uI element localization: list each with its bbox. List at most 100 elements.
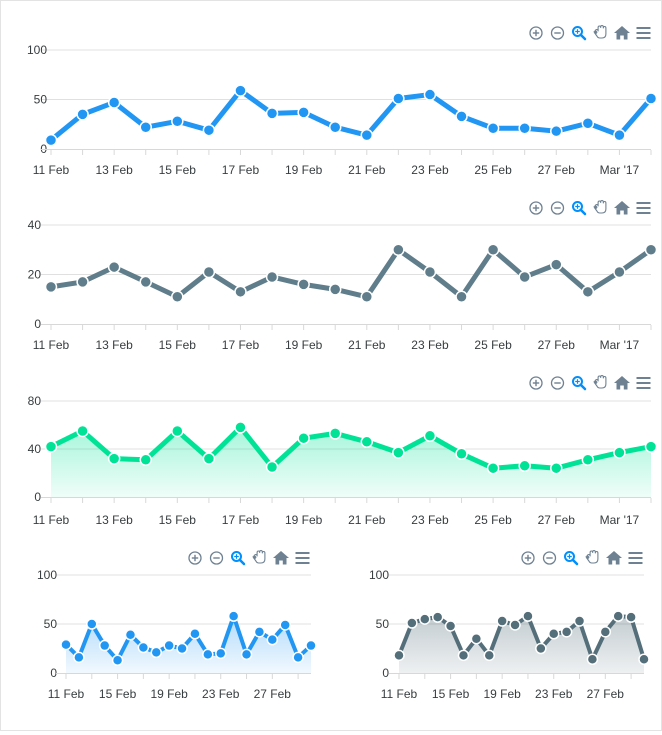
data-point[interactable] bbox=[573, 615, 586, 627]
data-point[interactable] bbox=[581, 453, 595, 467]
data-point[interactable] bbox=[455, 447, 468, 461]
data-point[interactable] bbox=[60, 638, 72, 651]
data-point[interactable] bbox=[202, 265, 216, 279]
home-reset-icon[interactable] bbox=[614, 201, 630, 215]
data-point[interactable] bbox=[305, 639, 317, 652]
data-point[interactable] bbox=[423, 88, 437, 101]
data-point[interactable] bbox=[202, 648, 214, 661]
data-point[interactable] bbox=[644, 92, 658, 105]
data-point[interactable] bbox=[486, 121, 500, 135]
data-point[interactable] bbox=[547, 628, 560, 640]
zoom-out-icon[interactable] bbox=[550, 201, 565, 215]
home-reset-icon[interactable] bbox=[614, 376, 630, 390]
data-point[interactable] bbox=[297, 106, 310, 119]
data-point[interactable] bbox=[328, 283, 342, 296]
data-point[interactable] bbox=[189, 628, 201, 640]
data-point[interactable] bbox=[171, 115, 184, 128]
data-point[interactable] bbox=[111, 654, 124, 667]
data-point[interactable] bbox=[360, 290, 374, 304]
data-point[interactable] bbox=[581, 285, 595, 299]
home-reset-icon[interactable] bbox=[614, 26, 630, 40]
data-point[interactable] bbox=[266, 633, 279, 646]
zoom-in-icon[interactable] bbox=[188, 551, 202, 565]
data-point[interactable] bbox=[550, 461, 563, 475]
data-point[interactable] bbox=[107, 452, 121, 465]
zoom-out-icon[interactable] bbox=[550, 26, 565, 40]
data-point[interactable] bbox=[423, 265, 437, 279]
data-point[interactable] bbox=[76, 275, 89, 289]
data-point[interactable] bbox=[328, 427, 342, 440]
data-point[interactable] bbox=[107, 260, 121, 274]
menu-icon[interactable] bbox=[636, 377, 651, 389]
data-point[interactable] bbox=[392, 243, 405, 256]
data-point[interactable] bbox=[560, 626, 573, 638]
data-point[interactable] bbox=[137, 641, 150, 654]
data-point[interactable] bbox=[518, 270, 531, 284]
data-point[interactable] bbox=[457, 649, 470, 662]
pan-hand-icon[interactable] bbox=[593, 199, 607, 214]
data-point[interactable] bbox=[393, 649, 405, 662]
data-point[interactable] bbox=[535, 642, 547, 655]
data-point[interactable] bbox=[431, 611, 444, 623]
data-point[interactable] bbox=[550, 124, 563, 138]
data-point[interactable] bbox=[240, 648, 253, 661]
data-point[interactable] bbox=[176, 642, 188, 655]
data-point[interactable] bbox=[292, 651, 304, 664]
data-point[interactable] bbox=[234, 421, 247, 434]
data-point[interactable] bbox=[214, 647, 227, 660]
data-point[interactable] bbox=[613, 446, 626, 459]
data-point[interactable] bbox=[44, 280, 58, 294]
pan-hand-icon[interactable] bbox=[593, 374, 607, 389]
data-point[interactable] bbox=[98, 639, 111, 652]
zoom-in-icon[interactable] bbox=[529, 376, 543, 390]
data-point[interactable] bbox=[518, 121, 531, 135]
data-point[interactable] bbox=[522, 610, 534, 622]
data-point[interactable] bbox=[44, 133, 58, 147]
data-point[interactable] bbox=[419, 613, 431, 625]
data-point[interactable] bbox=[360, 128, 374, 142]
data-point[interactable] bbox=[455, 110, 468, 123]
pan-hand-icon[interactable] bbox=[585, 549, 599, 564]
data-point[interactable] bbox=[328, 120, 342, 134]
data-point[interactable] bbox=[444, 620, 457, 632]
data-point[interactable] bbox=[644, 243, 658, 256]
zoom-out-icon[interactable] bbox=[542, 551, 557, 565]
data-point[interactable] bbox=[76, 424, 89, 438]
data-point[interactable] bbox=[644, 440, 658, 453]
data-point[interactable] bbox=[76, 108, 89, 121]
data-point[interactable] bbox=[265, 270, 279, 284]
data-point[interactable] bbox=[581, 117, 595, 130]
data-point[interactable] bbox=[612, 610, 624, 622]
zoom-in-icon[interactable] bbox=[529, 26, 543, 40]
data-point[interactable] bbox=[509, 619, 521, 631]
data-point[interactable] bbox=[234, 84, 247, 97]
data-point[interactable] bbox=[202, 452, 216, 465]
data-point[interactable] bbox=[518, 459, 531, 473]
data-point[interactable] bbox=[496, 615, 508, 627]
data-point[interactable] bbox=[279, 619, 291, 631]
data-point[interactable] bbox=[613, 128, 626, 142]
data-point[interactable] bbox=[613, 265, 626, 279]
data-point[interactable] bbox=[455, 290, 468, 304]
home-reset-icon[interactable] bbox=[606, 551, 622, 565]
data-point[interactable] bbox=[234, 285, 247, 299]
zoom-selection-icon[interactable] bbox=[572, 26, 587, 41]
data-point[interactable] bbox=[202, 123, 216, 137]
data-point[interactable] bbox=[150, 646, 163, 659]
data-point[interactable] bbox=[586, 653, 599, 666]
data-point[interactable] bbox=[139, 453, 152, 467]
data-point[interactable] bbox=[44, 440, 58, 453]
data-point[interactable] bbox=[360, 435, 374, 449]
data-point[interactable] bbox=[253, 626, 266, 638]
data-point[interactable] bbox=[486, 461, 500, 475]
menu-icon[interactable] bbox=[636, 202, 651, 214]
data-point[interactable] bbox=[73, 651, 85, 664]
menu-icon[interactable] bbox=[295, 552, 310, 564]
data-point[interactable] bbox=[86, 618, 98, 630]
data-point[interactable] bbox=[625, 611, 637, 623]
data-point[interactable] bbox=[139, 275, 152, 289]
pan-hand-icon[interactable] bbox=[593, 24, 607, 39]
data-point[interactable] bbox=[139, 120, 152, 134]
data-point[interactable] bbox=[297, 278, 310, 291]
data-point[interactable] bbox=[392, 92, 405, 105]
